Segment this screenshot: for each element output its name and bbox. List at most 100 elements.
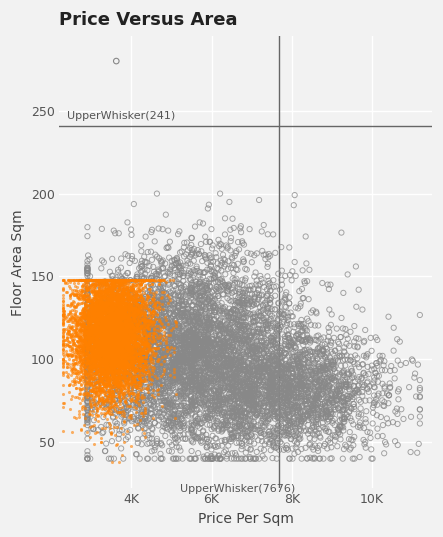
Point [202, 396, 209, 404]
Point [95, 361, 102, 369]
Point [318, 403, 325, 412]
Point [196, 367, 203, 375]
Point [286, 381, 293, 389]
Point [82, 332, 89, 341]
Point [272, 382, 280, 391]
Point [91, 362, 98, 371]
Point [121, 279, 128, 287]
Point [124, 340, 131, 349]
Point [289, 360, 296, 369]
Point [90, 358, 97, 366]
Point [180, 301, 187, 309]
Point [183, 339, 190, 348]
Point [253, 371, 260, 379]
Point [104, 355, 111, 364]
Point [180, 338, 187, 347]
Point [110, 309, 117, 317]
Point [113, 335, 120, 343]
Point [186, 373, 193, 382]
Point [265, 440, 272, 448]
Point [120, 287, 127, 295]
Point [84, 411, 91, 420]
Point [286, 419, 293, 427]
Point [385, 391, 392, 400]
Point [188, 279, 195, 287]
Point [190, 324, 197, 332]
Point [232, 317, 239, 325]
Point [122, 368, 129, 377]
Point [96, 342, 103, 351]
Point [188, 403, 195, 411]
Point [96, 310, 103, 318]
Point [116, 285, 123, 294]
Point [124, 327, 132, 336]
Point [354, 385, 361, 394]
Point [146, 274, 153, 283]
Point [170, 353, 177, 362]
Point [246, 371, 253, 379]
Point [140, 396, 147, 405]
Point [112, 382, 119, 390]
Point [210, 366, 218, 374]
Point [179, 362, 187, 371]
Point [161, 364, 168, 373]
Point [133, 323, 140, 331]
Point [241, 285, 248, 294]
Point [132, 353, 139, 362]
Point [135, 353, 142, 362]
Point [114, 333, 121, 342]
Point [138, 297, 145, 306]
Point [292, 364, 299, 373]
Point [178, 247, 185, 256]
Point [109, 302, 116, 311]
Point [115, 405, 122, 414]
Point [118, 402, 125, 411]
Point [130, 348, 137, 357]
Point [109, 347, 117, 355]
Point [76, 348, 83, 357]
Point [89, 336, 97, 344]
Point [167, 426, 175, 435]
Point [118, 320, 125, 328]
Point [74, 293, 82, 301]
Point [137, 293, 144, 302]
Point [88, 361, 95, 370]
Point [89, 383, 97, 392]
Point [222, 341, 229, 350]
Point [66, 362, 73, 371]
Point [174, 417, 181, 426]
Point [105, 314, 112, 323]
Point [262, 431, 269, 440]
Point [78, 355, 85, 364]
Point [111, 334, 118, 343]
Point [141, 347, 148, 356]
Point [90, 382, 97, 391]
Point [74, 282, 81, 291]
Point [148, 357, 155, 365]
Point [87, 358, 94, 367]
Point [119, 349, 126, 358]
Point [137, 350, 144, 359]
Point [89, 326, 96, 335]
Point [60, 368, 67, 377]
Point [134, 339, 141, 348]
Point [124, 275, 132, 284]
Point [171, 406, 178, 415]
Point [91, 332, 98, 341]
Point [132, 367, 139, 376]
Point [315, 394, 323, 402]
Point [212, 373, 219, 381]
Point [117, 334, 124, 343]
Point [94, 280, 101, 288]
Point [237, 316, 245, 324]
Point [129, 330, 136, 339]
Point [344, 413, 351, 422]
Point [94, 299, 101, 307]
Point [136, 454, 143, 463]
Point [322, 377, 329, 386]
Point [308, 415, 315, 424]
Point [198, 338, 205, 347]
Point [148, 274, 155, 283]
Point [121, 301, 128, 310]
Point [135, 309, 142, 318]
